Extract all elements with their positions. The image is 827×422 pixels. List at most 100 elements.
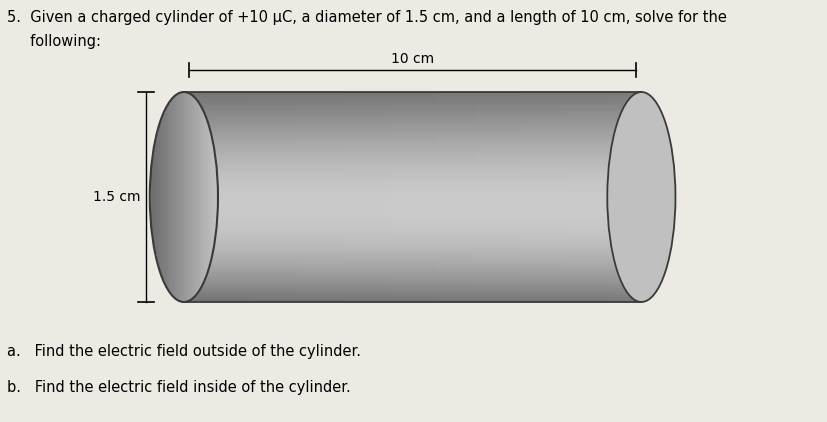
Polygon shape: [194, 97, 195, 297]
Polygon shape: [216, 159, 217, 235]
Polygon shape: [184, 251, 642, 253]
Polygon shape: [170, 101, 171, 293]
Polygon shape: [184, 118, 642, 120]
Polygon shape: [184, 202, 642, 204]
Polygon shape: [178, 93, 179, 300]
Polygon shape: [184, 92, 642, 94]
Polygon shape: [183, 92, 184, 302]
Polygon shape: [185, 92, 186, 302]
Polygon shape: [184, 185, 642, 187]
Polygon shape: [211, 134, 213, 260]
Polygon shape: [184, 106, 642, 108]
Polygon shape: [184, 234, 642, 235]
Polygon shape: [184, 276, 642, 278]
Polygon shape: [184, 222, 642, 223]
Polygon shape: [153, 151, 155, 243]
Polygon shape: [198, 103, 200, 292]
Polygon shape: [184, 124, 642, 125]
Polygon shape: [184, 235, 642, 237]
Polygon shape: [200, 104, 201, 290]
Polygon shape: [184, 162, 642, 164]
Polygon shape: [184, 255, 642, 257]
Polygon shape: [184, 99, 642, 101]
Polygon shape: [184, 199, 642, 200]
Polygon shape: [184, 262, 642, 263]
Polygon shape: [184, 230, 642, 232]
Polygon shape: [184, 267, 642, 269]
Polygon shape: [158, 130, 159, 265]
Polygon shape: [155, 139, 156, 255]
Polygon shape: [184, 111, 642, 113]
Polygon shape: [184, 164, 642, 165]
Polygon shape: [176, 95, 177, 299]
Polygon shape: [184, 271, 642, 272]
Polygon shape: [184, 113, 642, 115]
Polygon shape: [184, 197, 642, 199]
Polygon shape: [152, 159, 153, 235]
Text: 1.5 cm: 1.5 cm: [93, 190, 141, 204]
Polygon shape: [184, 298, 642, 300]
Text: following:: following:: [7, 34, 101, 49]
Polygon shape: [184, 127, 642, 129]
Polygon shape: [184, 183, 642, 185]
Polygon shape: [184, 125, 642, 127]
Polygon shape: [184, 132, 642, 134]
Text: 5.  Given a charged cylinder of +10 μC, a diameter of 1.5 cm, and a length of 10: 5. Given a charged cylinder of +10 μC, a…: [7, 10, 727, 25]
Polygon shape: [184, 190, 642, 192]
Polygon shape: [160, 122, 161, 272]
Polygon shape: [184, 138, 642, 139]
Polygon shape: [184, 92, 185, 302]
Polygon shape: [184, 246, 642, 248]
Polygon shape: [191, 94, 192, 300]
Text: b.   Find the electric field inside of the cylinder.: b. Find the electric field inside of the…: [7, 380, 351, 395]
Polygon shape: [210, 130, 211, 265]
Polygon shape: [184, 216, 642, 218]
Polygon shape: [184, 281, 642, 283]
Polygon shape: [184, 241, 642, 243]
Polygon shape: [184, 200, 642, 202]
Polygon shape: [184, 165, 642, 167]
Polygon shape: [184, 284, 642, 286]
Polygon shape: [184, 146, 642, 148]
Polygon shape: [184, 173, 642, 174]
Polygon shape: [184, 223, 642, 225]
Polygon shape: [156, 134, 158, 260]
Polygon shape: [184, 244, 642, 246]
Polygon shape: [184, 139, 642, 141]
Polygon shape: [179, 93, 180, 301]
Polygon shape: [184, 269, 642, 271]
Polygon shape: [184, 141, 642, 143]
Polygon shape: [184, 97, 642, 99]
Polygon shape: [184, 265, 642, 267]
Text: a.   Find the electric field outside of the cylinder.: a. Find the electric field outside of th…: [7, 344, 361, 359]
Polygon shape: [202, 108, 203, 286]
Polygon shape: [184, 257, 642, 258]
Polygon shape: [184, 159, 642, 160]
Polygon shape: [180, 92, 182, 301]
Polygon shape: [184, 292, 642, 293]
Polygon shape: [184, 243, 642, 244]
Polygon shape: [184, 178, 642, 179]
Polygon shape: [184, 300, 642, 302]
Polygon shape: [213, 145, 214, 249]
Polygon shape: [184, 144, 642, 146]
Polygon shape: [184, 155, 642, 157]
Polygon shape: [184, 194, 642, 195]
Polygon shape: [184, 232, 642, 234]
Polygon shape: [184, 239, 642, 241]
Polygon shape: [161, 119, 162, 275]
Polygon shape: [171, 99, 173, 295]
Polygon shape: [184, 115, 642, 116]
Polygon shape: [184, 218, 642, 220]
Polygon shape: [184, 227, 642, 228]
Polygon shape: [184, 274, 642, 276]
Polygon shape: [184, 286, 642, 288]
Polygon shape: [184, 136, 642, 138]
Polygon shape: [189, 93, 191, 300]
Polygon shape: [184, 204, 642, 206]
Polygon shape: [184, 143, 642, 144]
Polygon shape: [207, 119, 208, 275]
Polygon shape: [184, 108, 642, 109]
Polygon shape: [164, 113, 165, 281]
Polygon shape: [184, 129, 642, 130]
